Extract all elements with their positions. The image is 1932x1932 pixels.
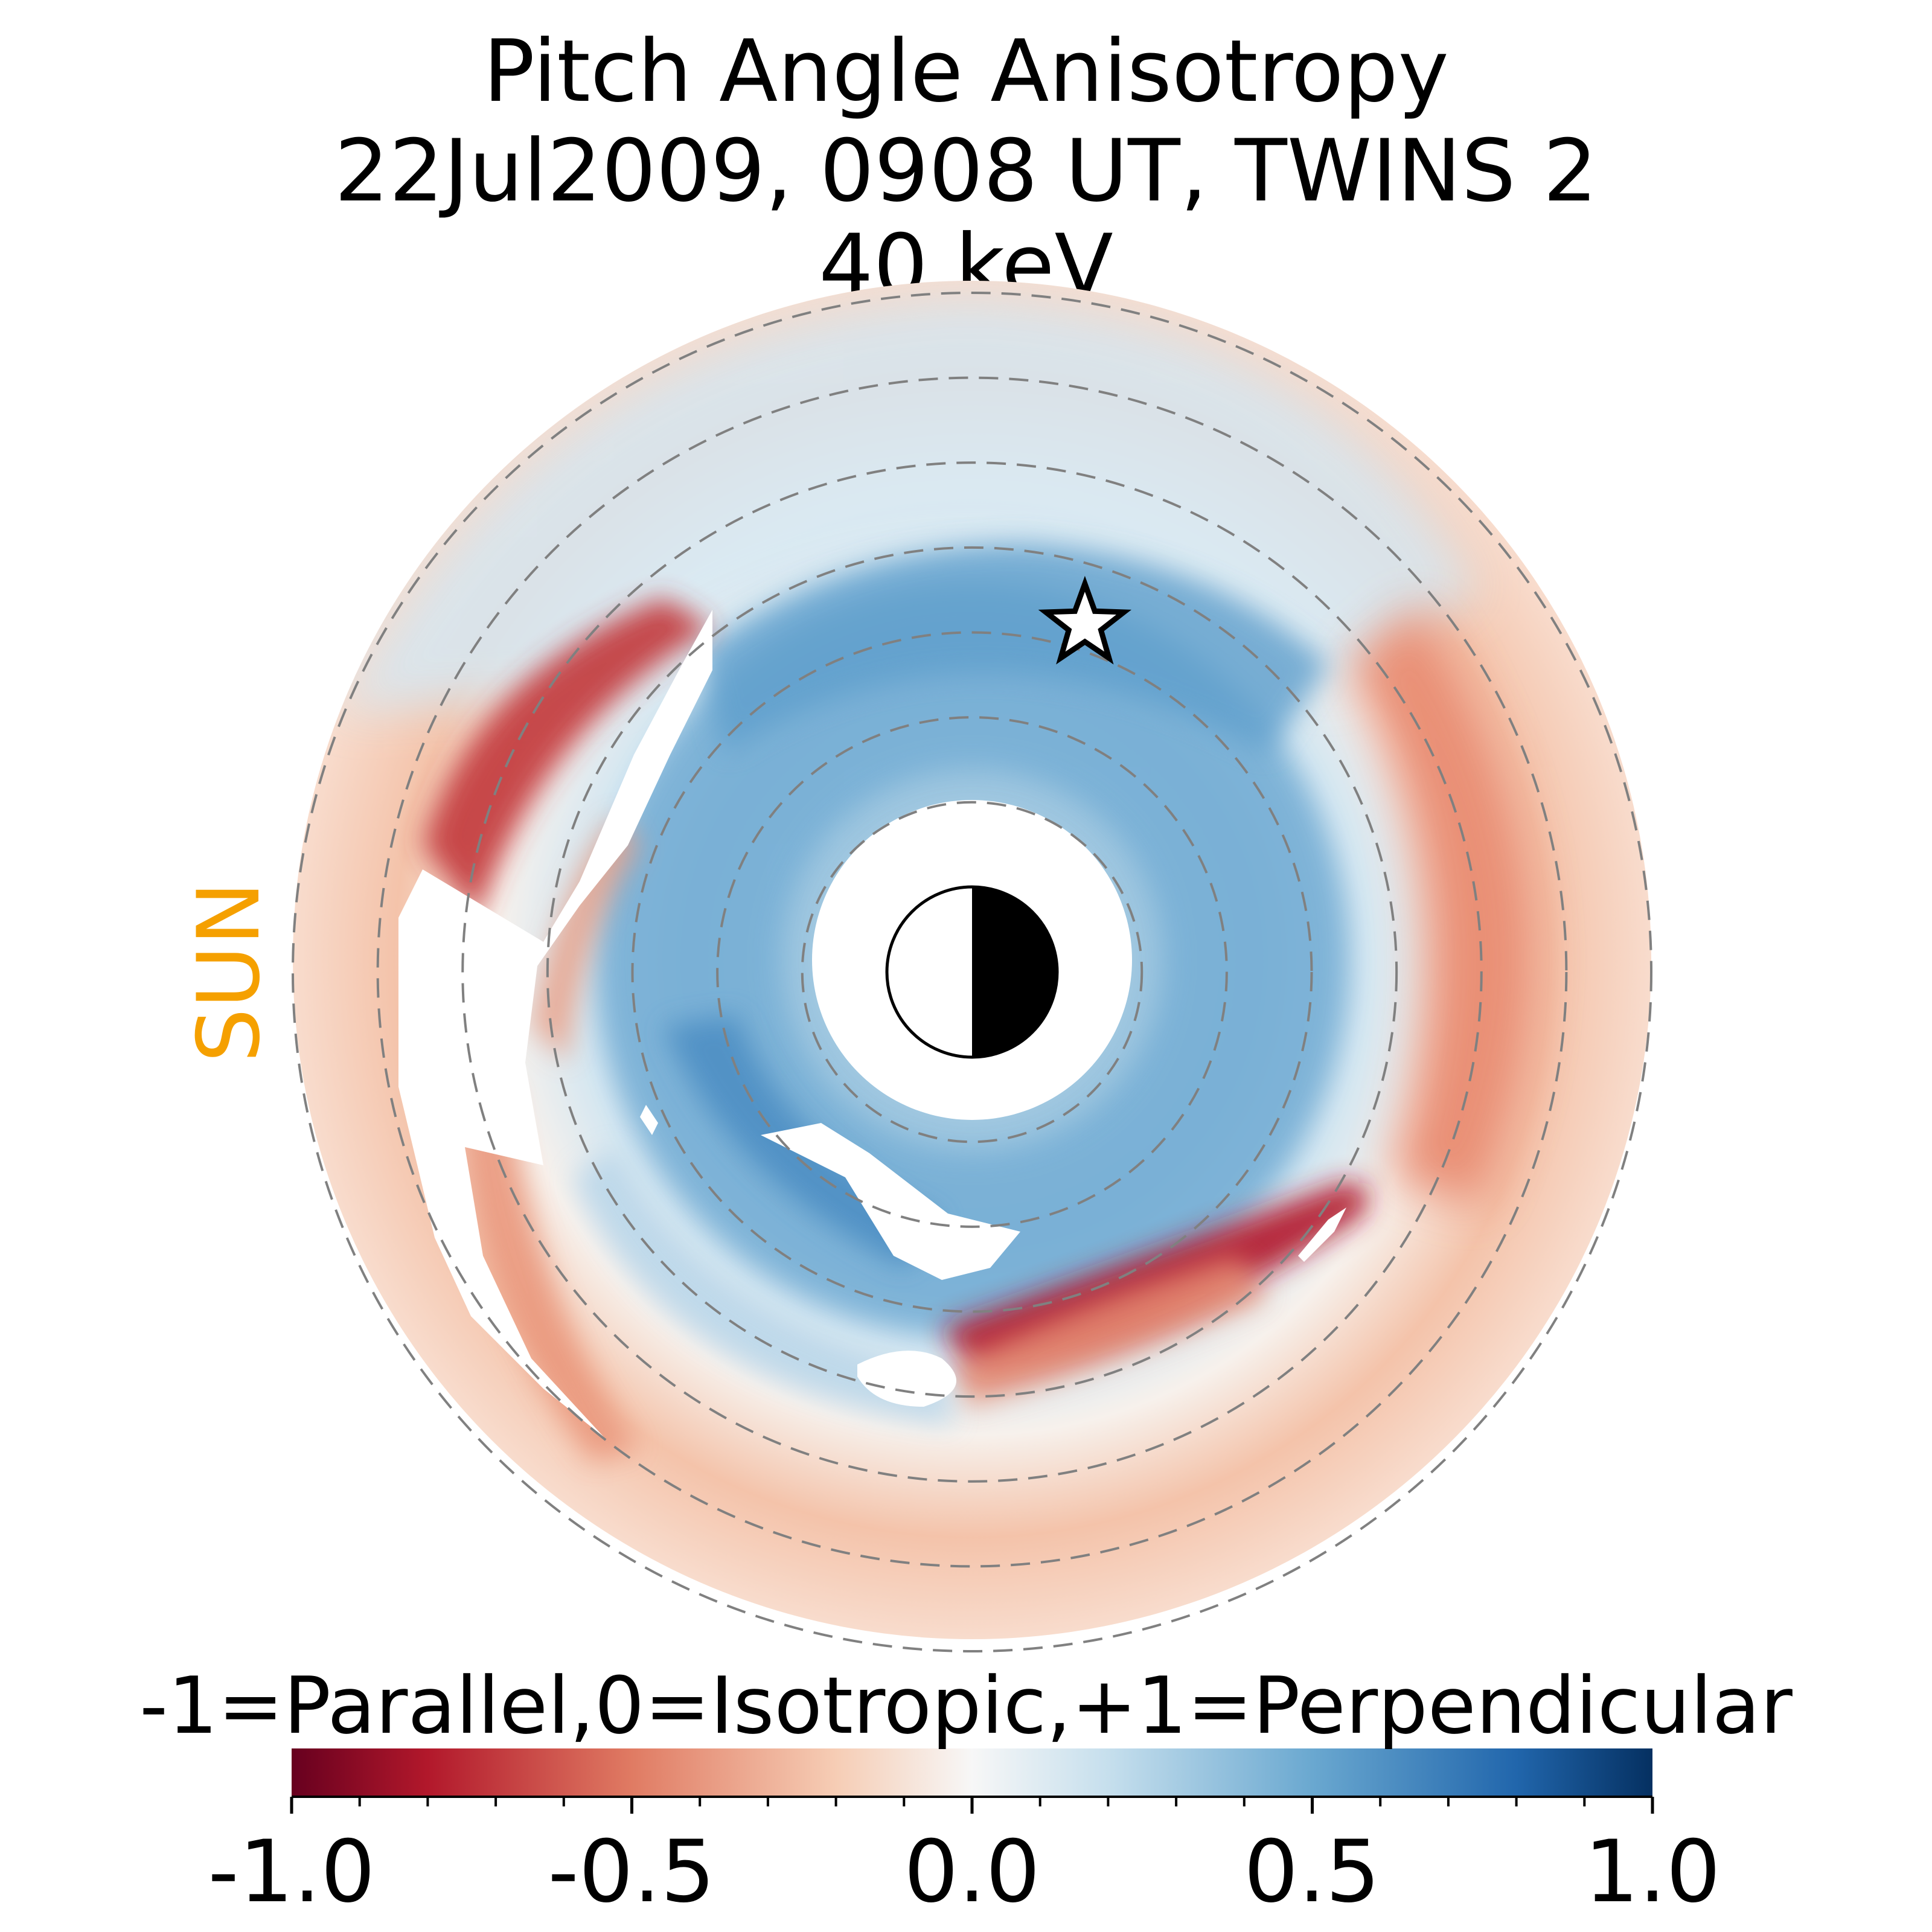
- colorbar-label: -1=Parallel,0=Isotropic,+1=Perpendicular: [139, 1660, 1793, 1751]
- grid-ring: [376, 376, 1568, 1568]
- colorbar-tick-label: 0.5: [1244, 1822, 1380, 1922]
- colorbar-tick-label: -0.5: [548, 1822, 715, 1922]
- colorbar-tick-label: -1.0: [208, 1822, 376, 1922]
- grid-ring: [546, 546, 1398, 1398]
- grid-ring: [801, 801, 1144, 1144]
- colorbar-tick-label: 0.0: [904, 1822, 1040, 1922]
- colorbar-tick-label: 1.0: [1584, 1822, 1721, 1922]
- grid-ring: [631, 631, 1313, 1313]
- grid-ring: [716, 716, 1228, 1228]
- grid-ring: [461, 461, 1483, 1483]
- chart-subtitle: 22Jul2009, 0908 UT, TWINS 2: [334, 121, 1598, 221]
- chart-title: Pitch Angle Anisotropy: [483, 22, 1449, 121]
- earth-icon: [885, 885, 1059, 1059]
- colorbar-gradient: [292, 1748, 1652, 1797]
- colorbar: [290, 1748, 1654, 1814]
- grid-ring: [292, 292, 1652, 1652]
- star-marker-icon: [1038, 575, 1132, 665]
- radial-grid: [292, 292, 1652, 1652]
- anisotropy-field: [293, 281, 1652, 1639]
- sun-label: SUN: [179, 881, 279, 1063]
